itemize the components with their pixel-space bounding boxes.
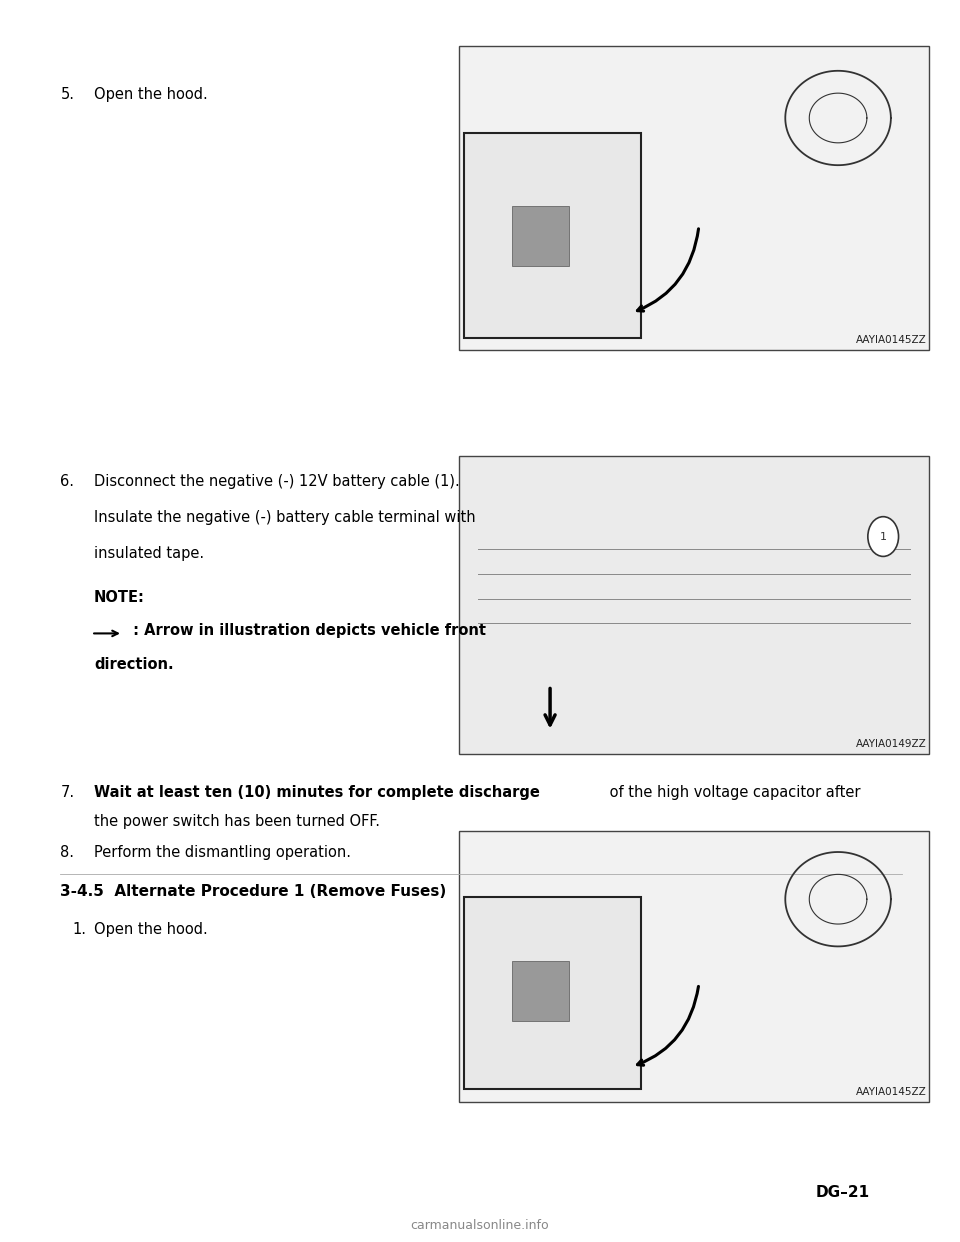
- FancyBboxPatch shape: [459, 456, 929, 754]
- Circle shape: [868, 517, 899, 556]
- Text: the power switch has been turned OFF.: the power switch has been turned OFF.: [94, 814, 380, 828]
- Text: direction.: direction.: [94, 657, 174, 672]
- FancyBboxPatch shape: [512, 961, 569, 1021]
- Text: NOTE:: NOTE:: [94, 590, 145, 605]
- FancyBboxPatch shape: [464, 897, 641, 1089]
- Text: 1: 1: [879, 532, 887, 542]
- Text: Insulate the negative (-) battery cable terminal with: Insulate the negative (-) battery cable …: [94, 510, 476, 525]
- Text: 8.: 8.: [60, 845, 75, 859]
- Text: AAYIA0145ZZ: AAYIA0145ZZ: [855, 335, 926, 345]
- Text: 7.: 7.: [60, 785, 75, 800]
- Text: Disconnect the negative (-) 12V battery cable (1).: Disconnect the negative (-) 12V battery …: [94, 474, 460, 489]
- Text: Open the hood.: Open the hood.: [94, 922, 207, 936]
- Text: of the high voltage capacitor after: of the high voltage capacitor after: [605, 785, 860, 800]
- FancyBboxPatch shape: [512, 206, 569, 266]
- Text: carmanualsonline.info: carmanualsonline.info: [411, 1220, 549, 1232]
- Text: insulated tape.: insulated tape.: [94, 546, 204, 561]
- Text: : Arrow in illustration depicts vehicle front: : Arrow in illustration depicts vehicle …: [128, 623, 486, 638]
- Text: Wait at least ten (10) minutes for complete discharge: Wait at least ten (10) minutes for compl…: [94, 785, 540, 800]
- Text: AAYIA0145ZZ: AAYIA0145ZZ: [855, 1087, 926, 1097]
- Text: Perform the dismantling operation.: Perform the dismantling operation.: [94, 845, 351, 859]
- Text: 5.: 5.: [60, 87, 75, 102]
- Text: DG–21: DG–21: [816, 1185, 870, 1200]
- FancyBboxPatch shape: [464, 133, 641, 338]
- FancyBboxPatch shape: [459, 46, 929, 350]
- FancyBboxPatch shape: [459, 831, 929, 1102]
- Text: 3-4.5  Alternate Procedure 1 (Remove Fuses): 3-4.5 Alternate Procedure 1 (Remove Fuse…: [60, 884, 446, 899]
- Text: 1.: 1.: [72, 922, 86, 936]
- Text: AAYIA0149ZZ: AAYIA0149ZZ: [855, 739, 926, 749]
- Text: 6.: 6.: [60, 474, 75, 489]
- Text: Open the hood.: Open the hood.: [94, 87, 207, 102]
